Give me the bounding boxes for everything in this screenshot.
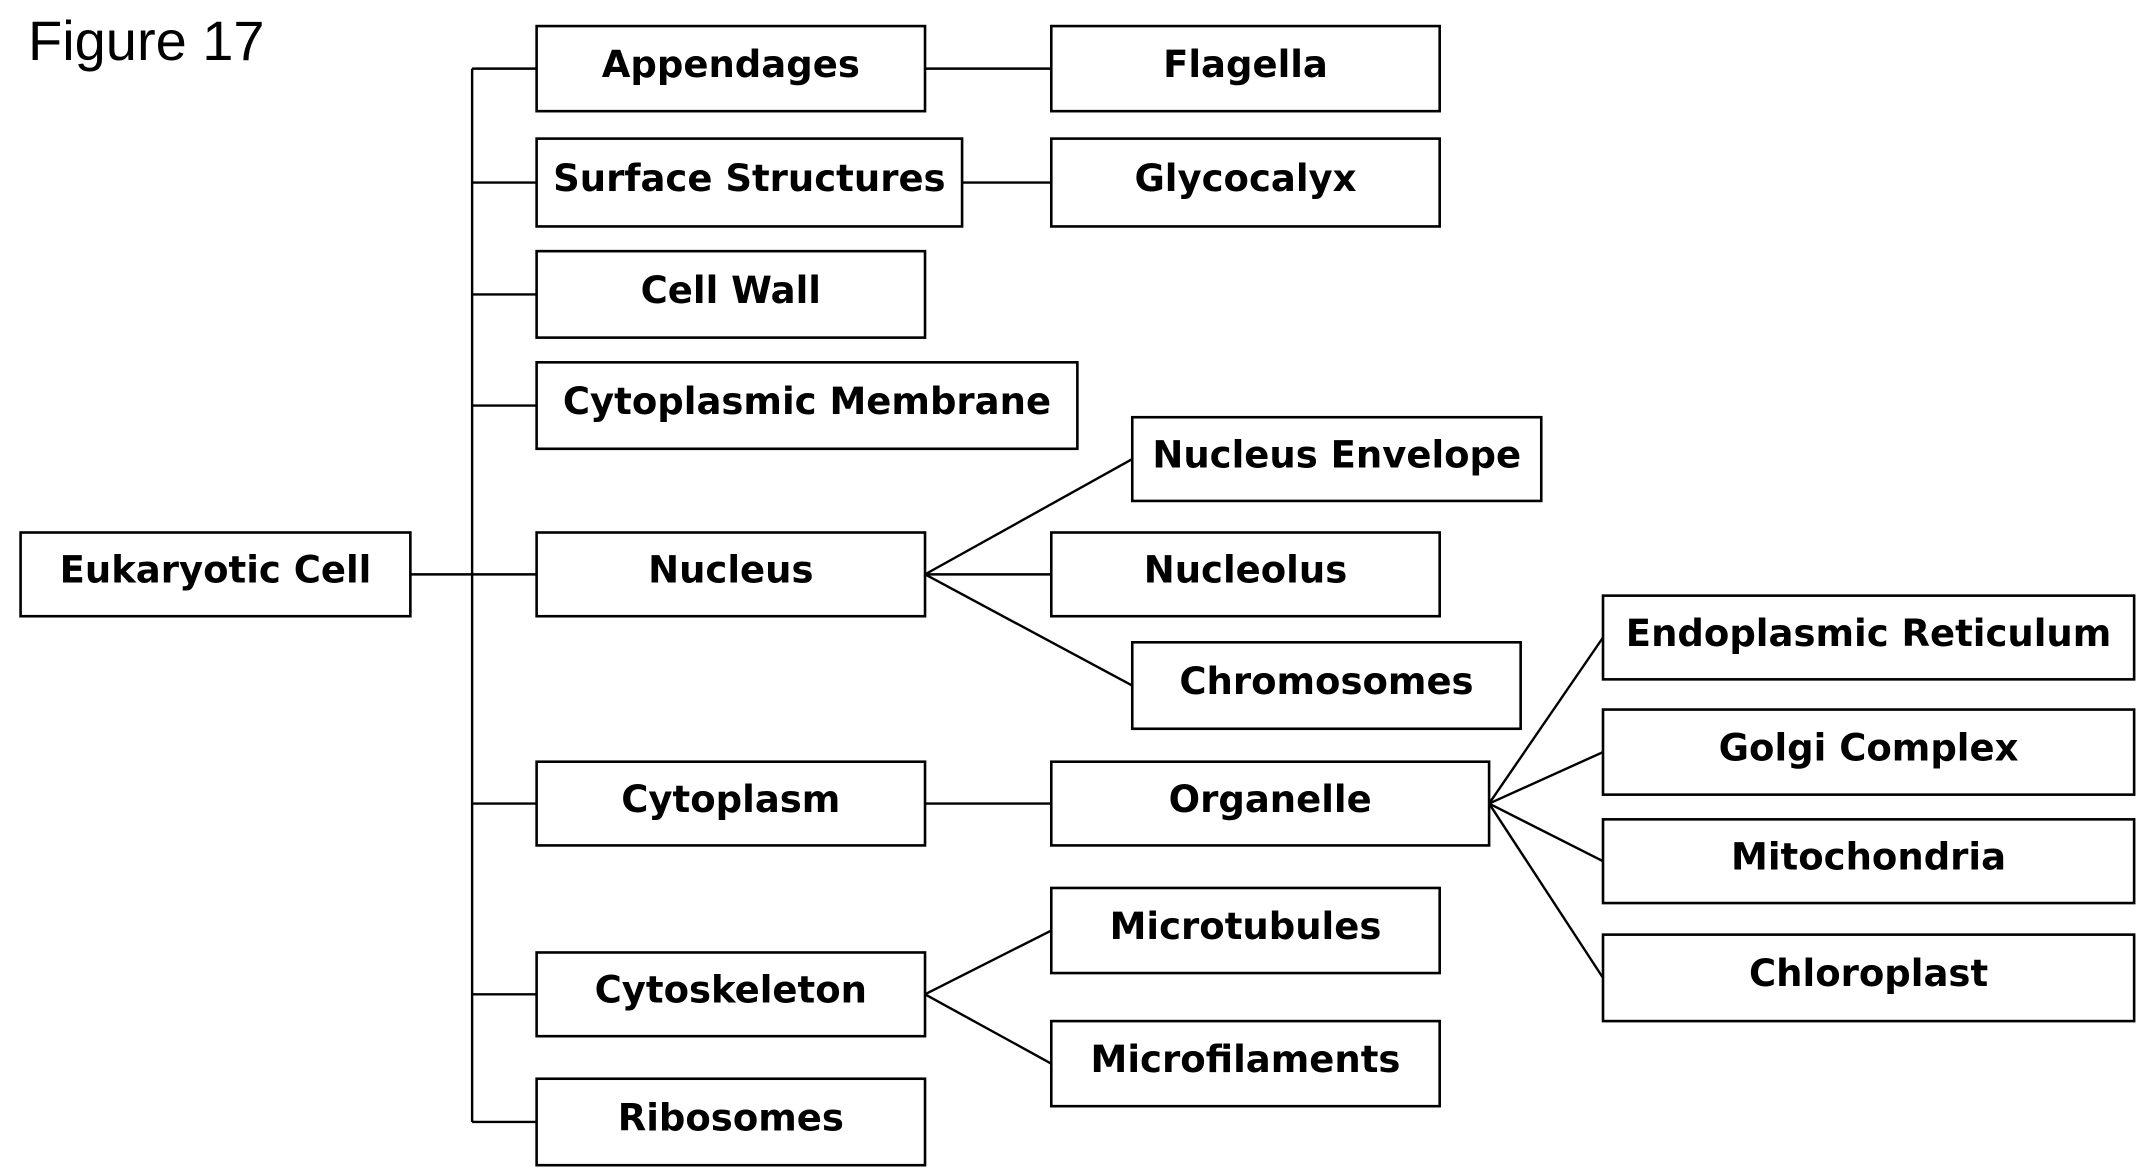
- label-mitochondria: Mitochondria: [1731, 836, 2006, 879]
- connector-organelle-golgi-complex: [1488, 751, 1604, 805]
- box-surface-structures: [535, 137, 964, 228]
- box-organelle: [1049, 760, 1491, 847]
- label-eukaryotic-cell: Eukaryotic Cell: [60, 549, 372, 592]
- connector-cytoskeleton-microtubules: [924, 929, 1052, 996]
- label-chloroplast: Chloroplast: [1749, 952, 1988, 995]
- node-cell-wall: Cell Wall: [535, 249, 927, 339]
- node-nucleus-envelope: Nucleus Envelope: [1130, 415, 1543, 503]
- label-microfilaments: Microfilaments: [1091, 1038, 1401, 1081]
- node-chromosomes: Chromosomes: [1130, 640, 1522, 731]
- node-endoplasmic-reticulum: Endoplasmic Reticulum: [1601, 594, 2136, 681]
- connector-lines: [410, 67, 1605, 1124]
- box-nucleolus: [1049, 531, 1441, 618]
- node-nucleolus: Nucleolus: [1049, 531, 1441, 618]
- label-flagella: Flagella: [1163, 43, 1328, 86]
- label-appendages: Appendages: [602, 43, 860, 86]
- label-nucleolus: Nucleolus: [1144, 549, 1347, 592]
- box-flagella: [1049, 24, 1441, 113]
- box-chloroplast: [1601, 933, 2136, 1023]
- label-cytoplasmic-membrane: Cytoplasmic Membrane: [563, 380, 1051, 423]
- connector-cytoskeleton-microfilaments: [924, 993, 1052, 1065]
- label-cytoskeleton: Cytoskeleton: [595, 969, 867, 1012]
- node-nucleus: Nucleus: [535, 531, 927, 618]
- box-eukaryotic-cell: [19, 531, 412, 618]
- box-cytoplasm: [535, 760, 927, 847]
- box-glycocalyx: [1049, 137, 1441, 228]
- connector-organelle-endoplasmic-reticulum: [1488, 636, 1604, 805]
- box-appendages: [535, 24, 927, 113]
- node-microtubules: Microtubules: [1049, 886, 1441, 975]
- label-organelle: Organelle: [1169, 778, 1372, 821]
- label-endoplasmic-reticulum: Endoplasmic Reticulum: [1626, 612, 2112, 655]
- node-microfilaments: Microfilaments: [1049, 1019, 1441, 1108]
- label-cell-wall: Cell Wall: [641, 269, 821, 312]
- connector-organelle-chloroplast: [1488, 802, 1605, 979]
- box-mitochondria: [1601, 818, 2136, 905]
- box-cytoskeleton: [535, 951, 927, 1038]
- box-microtubules: [1049, 886, 1441, 975]
- box-nucleus: [535, 531, 927, 618]
- label-cytoplasm: Cytoplasm: [621, 778, 840, 821]
- label-microtubules: Microtubules: [1110, 905, 1382, 948]
- box-nucleus-envelope: [1130, 415, 1543, 503]
- node-surface-structures: Surface Structures: [535, 137, 964, 228]
- node-cytoplasmic-membrane: Cytoplasmic Membrane: [535, 361, 1079, 451]
- label-chromosomes: Chromosomes: [1179, 660, 1473, 703]
- node-boxes: Eukaryotic Cell Appendages Surface Structu…: [19, 24, 2136, 1167]
- box-chromosomes: [1130, 640, 1522, 731]
- connector-organelle-mitochondria: [1488, 802, 1604, 863]
- node-flagella: Flagella: [1049, 24, 1441, 113]
- box-cytoplasmic-membrane: [535, 361, 1079, 451]
- label-nucleus-envelope: Nucleus Envelope: [1152, 433, 1521, 476]
- node-cytoplasm: Cytoplasm: [535, 760, 927, 847]
- connector-nucleus-nucleus-envelope: [924, 458, 1133, 576]
- label-nucleus: Nucleus: [648, 549, 813, 592]
- node-appendages: Appendages: [535, 24, 927, 113]
- node-glycocalyx: Glycocalyx: [1049, 137, 1441, 228]
- node-mitochondria: Mitochondria: [1601, 818, 2136, 905]
- box-endoplasmic-reticulum: [1601, 594, 2136, 681]
- node-golgi-complex: Golgi Complex: [1601, 708, 2136, 796]
- node-eukaryotic-cell: Eukaryotic Cell: [19, 531, 412, 618]
- figure-label: Figure 17: [28, 9, 265, 72]
- box-cell-wall: [535, 249, 927, 339]
- node-chloroplast: Chloroplast: [1601, 933, 2136, 1023]
- label-golgi-complex: Golgi Complex: [1719, 726, 2019, 769]
- box-ribosomes: [535, 1077, 927, 1167]
- node-ribosomes: Ribosomes: [535, 1077, 927, 1167]
- label-surface-structures: Surface Structures: [553, 157, 945, 200]
- node-cytoskeleton: Cytoskeleton: [535, 951, 927, 1038]
- connector-nucleus-chromosomes: [924, 573, 1133, 687]
- node-organelle: Organelle: [1049, 760, 1491, 847]
- box-golgi-complex: [1601, 708, 2136, 796]
- box-microfilaments: [1049, 1019, 1441, 1108]
- label-glycocalyx: Glycocalyx: [1134, 157, 1356, 200]
- label-ribosomes: Ribosomes: [618, 1096, 844, 1139]
